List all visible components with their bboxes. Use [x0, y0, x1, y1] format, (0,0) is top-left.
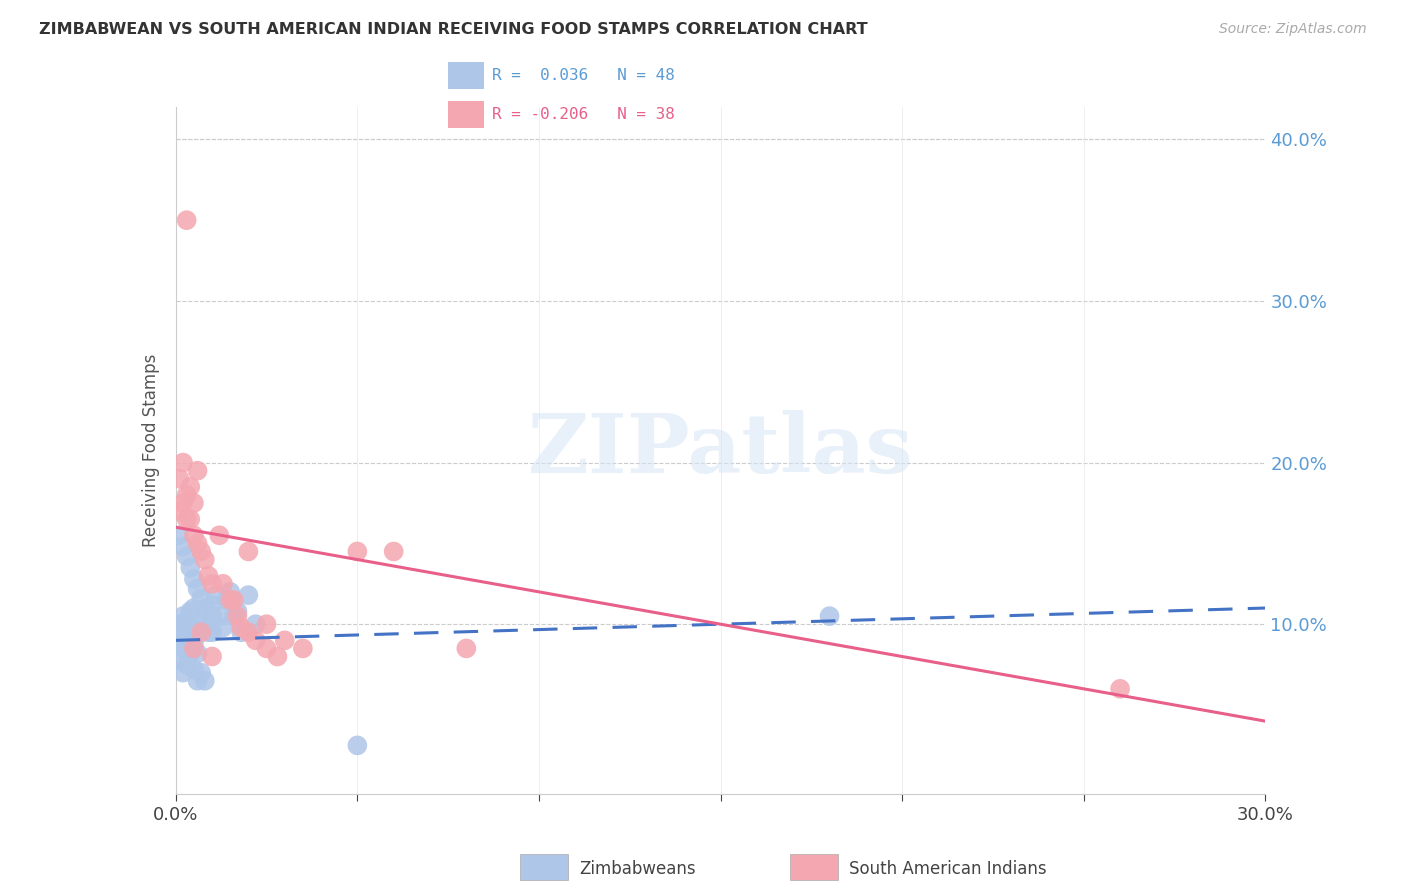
Point — [190, 665, 212, 680]
Point — [194, 552, 217, 566]
Point — [245, 633, 267, 648]
Point — [186, 646, 209, 660]
Point — [169, 637, 191, 651]
Point — [222, 593, 245, 607]
Point — [176, 630, 198, 644]
Point — [183, 572, 205, 586]
Text: Source: ZipAtlas.com: Source: ZipAtlas.com — [1219, 22, 1367, 37]
Point — [197, 568, 219, 582]
Point — [190, 625, 212, 640]
Point — [201, 625, 224, 640]
Point — [179, 625, 201, 640]
Point — [291, 641, 314, 656]
Point — [176, 614, 198, 628]
Text: South American Indians: South American Indians — [849, 860, 1047, 878]
Point — [212, 620, 235, 634]
Point — [172, 641, 194, 656]
Point — [186, 673, 209, 688]
Y-axis label: Receiving Food Stamps: Receiving Food Stamps — [142, 354, 160, 547]
Point — [1109, 681, 1132, 696]
Point — [208, 528, 231, 542]
Point — [201, 609, 224, 624]
Bar — [449, 62, 484, 89]
Point — [169, 625, 191, 640]
Point — [179, 512, 201, 526]
Point — [238, 625, 260, 640]
Point — [190, 591, 212, 606]
Text: Zimbabweans: Zimbabweans — [579, 860, 696, 878]
Point — [208, 609, 231, 624]
Point — [245, 617, 267, 632]
Point — [176, 488, 198, 502]
Point — [266, 649, 288, 664]
Point — [172, 456, 194, 470]
Point — [172, 540, 194, 554]
Text: ZIPatlas: ZIPatlas — [527, 410, 914, 491]
Point — [183, 662, 205, 676]
Point — [256, 641, 278, 656]
Point — [382, 544, 405, 558]
Point — [190, 544, 212, 558]
Point — [183, 528, 205, 542]
Text: R =  0.036   N = 48: R = 0.036 N = 48 — [492, 68, 675, 83]
Point — [172, 609, 194, 624]
Point — [169, 528, 191, 542]
Point — [204, 588, 226, 602]
Point — [197, 625, 219, 640]
Point — [238, 588, 260, 602]
Point — [169, 472, 191, 486]
Point — [186, 582, 209, 596]
Point — [231, 625, 253, 640]
Point — [201, 576, 224, 591]
Point — [346, 739, 368, 753]
Text: R = -0.206   N = 38: R = -0.206 N = 38 — [492, 107, 675, 121]
Point — [183, 496, 205, 510]
Point — [169, 617, 191, 632]
Point — [186, 536, 209, 550]
Point — [179, 560, 201, 574]
Point — [190, 625, 212, 640]
Point — [183, 641, 205, 656]
Point — [179, 646, 201, 660]
Point — [818, 609, 841, 624]
Point — [183, 601, 205, 615]
Bar — [449, 101, 484, 128]
Point — [179, 604, 201, 618]
Point — [172, 620, 194, 634]
Point — [231, 620, 253, 634]
Point — [179, 480, 201, 494]
Point — [172, 665, 194, 680]
Point — [169, 504, 191, 518]
Point — [201, 649, 224, 664]
Point — [212, 576, 235, 591]
Point — [176, 657, 198, 672]
Point — [176, 213, 198, 227]
Point — [169, 653, 191, 667]
Point — [274, 633, 297, 648]
Point — [222, 609, 245, 624]
Point — [456, 641, 478, 656]
Point — [186, 464, 209, 478]
Point — [194, 617, 217, 632]
Point — [238, 544, 260, 558]
Point — [176, 549, 198, 564]
Point — [226, 609, 249, 624]
Text: ZIMBABWEAN VS SOUTH AMERICAN INDIAN RECEIVING FOOD STAMPS CORRELATION CHART: ZIMBABWEAN VS SOUTH AMERICAN INDIAN RECE… — [39, 22, 868, 37]
Point — [194, 601, 217, 615]
Point — [194, 673, 217, 688]
Point — [256, 617, 278, 632]
Point — [201, 598, 224, 612]
Point — [226, 604, 249, 618]
Point — [172, 496, 194, 510]
Point — [215, 593, 238, 607]
Point — [176, 512, 198, 526]
Point — [183, 637, 205, 651]
Point — [219, 585, 242, 599]
Point — [186, 617, 209, 632]
Point — [346, 544, 368, 558]
Point — [219, 593, 242, 607]
